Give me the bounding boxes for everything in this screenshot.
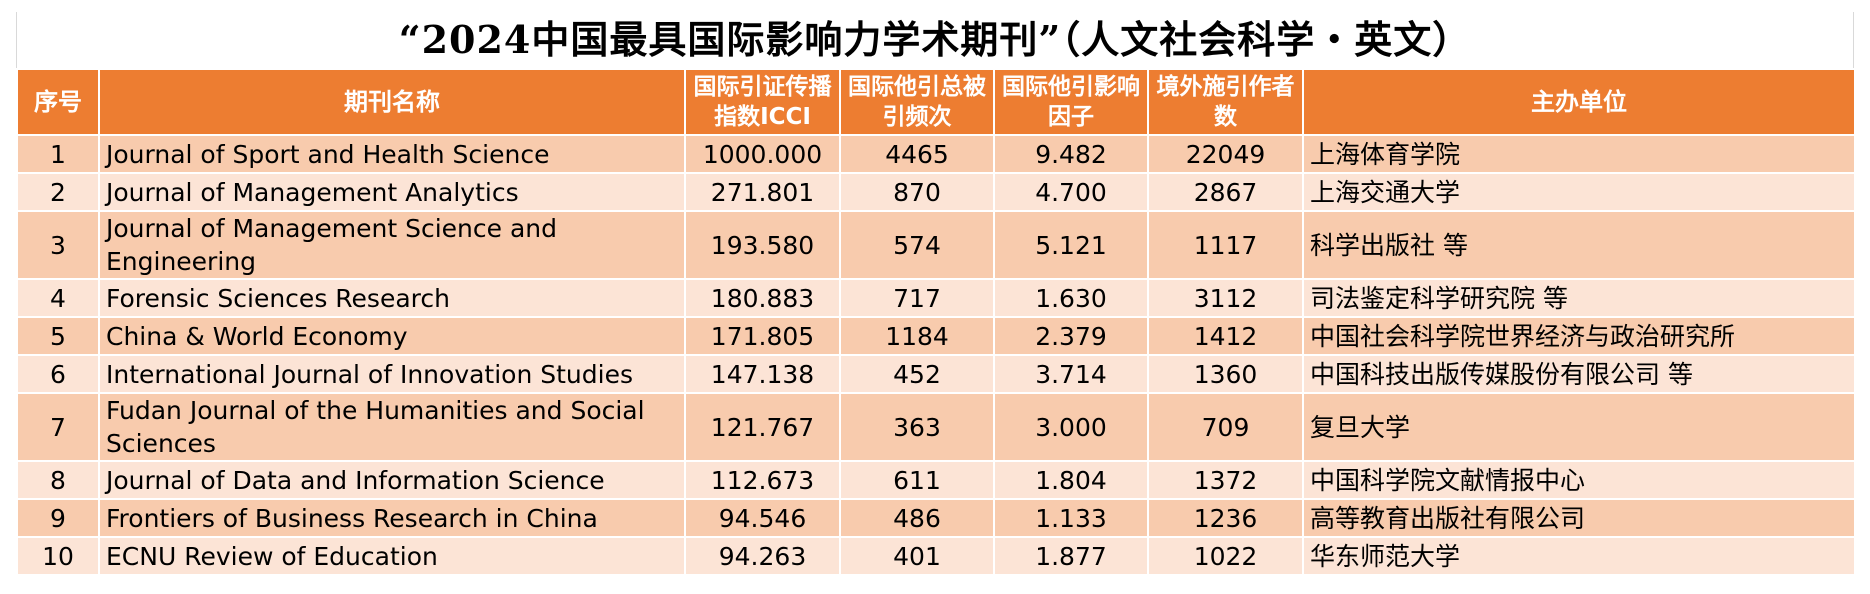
cell-icci: 94.263 bbox=[684, 536, 841, 576]
header-organizer: 主办单位 bbox=[1302, 68, 1856, 136]
table-row: 9 Frontiers of Business Research in Chin… bbox=[16, 498, 1856, 538]
cell-total-citations: 4465 bbox=[839, 134, 995, 174]
cell-foreign-authors: 1360 bbox=[1147, 354, 1304, 394]
cell-impact-factor: 1.877 bbox=[993, 536, 1149, 576]
header-impact-factor: 国际他引影响因子 bbox=[993, 68, 1149, 136]
cell-foreign-authors: 1117 bbox=[1147, 210, 1304, 280]
cell-journal-name: Frontiers of Business Research in China bbox=[98, 498, 686, 538]
cell-journal-name: Journal of Sport and Health Science bbox=[98, 134, 686, 174]
cell-impact-factor: 3.000 bbox=[993, 392, 1149, 462]
cell-no: 8 bbox=[16, 460, 100, 500]
table-row: 5 China & World Economy 171.805 1184 2.3… bbox=[16, 316, 1856, 356]
cell-impact-factor: 1.630 bbox=[993, 278, 1149, 318]
cell-no: 2 bbox=[16, 172, 100, 212]
cell-journal-name: Forensic Sciences Research bbox=[98, 278, 686, 318]
cell-total-citations: 611 bbox=[839, 460, 995, 500]
cell-icci: 180.883 bbox=[684, 278, 841, 318]
page-title: “2024中国最具国际影响力学术期刊”（人文社会科学・英文） bbox=[16, 12, 1854, 68]
cell-foreign-authors: 2867 bbox=[1147, 172, 1304, 212]
cell-total-citations: 717 bbox=[839, 278, 995, 318]
cell-total-citations: 363 bbox=[839, 392, 995, 462]
cell-journal-name: International Journal of Innovation Stud… bbox=[98, 354, 686, 394]
ranking-table: 序号 期刊名称 国际引证传播指数ICCI 国际他引总被引频次 国际他引影响因子 … bbox=[16, 68, 1856, 576]
cell-no: 10 bbox=[16, 536, 100, 576]
cell-organizer: 复旦大学 bbox=[1302, 392, 1856, 462]
cell-no: 3 bbox=[16, 210, 100, 280]
cell-no: 4 bbox=[16, 278, 100, 318]
cell-organizer: 上海体育学院 bbox=[1302, 134, 1856, 174]
cell-organizer: 司法鉴定科学研究院 等 bbox=[1302, 278, 1856, 318]
cell-journal-name: ECNU Review of Education bbox=[98, 536, 686, 576]
cell-total-citations: 870 bbox=[839, 172, 995, 212]
cell-foreign-authors: 709 bbox=[1147, 392, 1304, 462]
cell-organizer: 中国科学院文献情报中心 bbox=[1302, 460, 1856, 500]
cell-organizer: 华东师范大学 bbox=[1302, 536, 1856, 576]
cell-journal-name: Journal of Management Analytics bbox=[98, 172, 686, 212]
header-icci: 国际引证传播指数ICCI bbox=[684, 68, 841, 136]
cell-organizer: 高等教育出版社有限公司 bbox=[1302, 498, 1856, 538]
table-row: 3 Journal of Management Science and Engi… bbox=[16, 210, 1856, 280]
cell-foreign-authors: 1236 bbox=[1147, 498, 1304, 538]
cell-impact-factor: 3.714 bbox=[993, 354, 1149, 394]
cell-journal-name: Journal of Management Science and Engine… bbox=[98, 210, 686, 280]
table-header-row: 序号 期刊名称 国际引证传播指数ICCI 国际他引总被引频次 国际他引影响因子 … bbox=[16, 68, 1856, 136]
table-row: 7 Fudan Journal of the Humanities and So… bbox=[16, 392, 1856, 462]
cell-total-citations: 401 bbox=[839, 536, 995, 576]
table-row: 1 Journal of Sport and Health Science 10… bbox=[16, 134, 1856, 174]
cell-total-citations: 1184 bbox=[839, 316, 995, 356]
cell-total-citations: 574 bbox=[839, 210, 995, 280]
cell-icci: 147.138 bbox=[684, 354, 841, 394]
cell-organizer: 科学出版社 等 bbox=[1302, 210, 1856, 280]
cell-impact-factor: 5.121 bbox=[993, 210, 1149, 280]
cell-organizer: 中国社会科学院世界经济与政治研究所 bbox=[1302, 316, 1856, 356]
cell-foreign-authors: 1412 bbox=[1147, 316, 1304, 356]
cell-impact-factor: 2.379 bbox=[993, 316, 1149, 356]
cell-organizer: 上海交通大学 bbox=[1302, 172, 1856, 212]
cell-no: 5 bbox=[16, 316, 100, 356]
cell-impact-factor: 9.482 bbox=[993, 134, 1149, 174]
cell-impact-factor: 1.804 bbox=[993, 460, 1149, 500]
cell-icci: 1000.000 bbox=[684, 134, 841, 174]
cell-icci: 112.673 bbox=[684, 460, 841, 500]
table-row: 4 Forensic Sciences Research 180.883 717… bbox=[16, 278, 1856, 318]
table-row: 10 ECNU Review of Education 94.263 401 1… bbox=[16, 536, 1856, 576]
cell-foreign-authors: 3112 bbox=[1147, 278, 1304, 318]
header-no: 序号 bbox=[16, 68, 100, 136]
cell-no: 1 bbox=[16, 134, 100, 174]
cell-impact-factor: 1.133 bbox=[993, 498, 1149, 538]
table-row: 6 International Journal of Innovation St… bbox=[16, 354, 1856, 394]
cell-journal-name: China & World Economy bbox=[98, 316, 686, 356]
cell-foreign-authors: 22049 bbox=[1147, 134, 1304, 174]
header-total-citations: 国际他引总被引频次 bbox=[839, 68, 995, 136]
cell-icci: 171.805 bbox=[684, 316, 841, 356]
cell-icci: 271.801 bbox=[684, 172, 841, 212]
cell-organizer: 中国科技出版传媒股份有限公司 等 bbox=[1302, 354, 1856, 394]
header-journal-name: 期刊名称 bbox=[98, 68, 686, 136]
cell-foreign-authors: 1022 bbox=[1147, 536, 1304, 576]
cell-foreign-authors: 1372 bbox=[1147, 460, 1304, 500]
cell-no: 6 bbox=[16, 354, 100, 394]
cell-icci: 94.546 bbox=[684, 498, 841, 538]
cell-journal-name: Journal of Data and Information Science bbox=[98, 460, 686, 500]
table-row: 8 Journal of Data and Information Scienc… bbox=[16, 460, 1856, 500]
table-row: 2 Journal of Management Analytics 271.80… bbox=[16, 172, 1856, 212]
cell-icci: 121.767 bbox=[684, 392, 841, 462]
header-foreign-authors: 境外施引作者数 bbox=[1147, 68, 1304, 136]
cell-icci: 193.580 bbox=[684, 210, 841, 280]
cell-total-citations: 452 bbox=[839, 354, 995, 394]
cell-journal-name: Fudan Journal of the Humanities and Soci… bbox=[98, 392, 686, 462]
cell-no: 9 bbox=[16, 498, 100, 538]
cell-impact-factor: 4.700 bbox=[993, 172, 1149, 212]
cell-total-citations: 486 bbox=[839, 498, 995, 538]
cell-no: 7 bbox=[16, 392, 100, 462]
journal-ranking-sheet: “2024中国最具国际影响力学术期刊”（人文社会科学・英文） 序号 期刊名称 国… bbox=[16, 12, 1856, 576]
